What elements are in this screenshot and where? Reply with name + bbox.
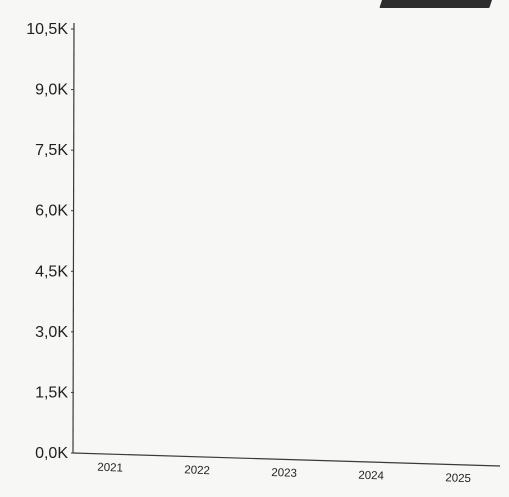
x-tick-label: 2021 <box>97 462 123 475</box>
x-tick-label: 2024 <box>358 470 385 483</box>
y-axis: 0,0K 1,5K 3,0K 4,5K 6,0K 7,5K 9,0K 10,5K <box>26 21 75 462</box>
y-tick-label: 10,5K <box>26 21 68 38</box>
y-tick-label: 3,0K <box>35 324 68 341</box>
x-tick-label: 2023 <box>271 467 297 480</box>
x-tick-label: 2025 <box>445 472 471 485</box>
y-axis-line <box>72 22 75 454</box>
x-axis-line <box>72 452 501 467</box>
x-tick-label: 2022 <box>184 464 210 477</box>
x-axis: 2021 2022 2023 2024 2025 <box>72 452 501 485</box>
y-tick-label: 6,0K <box>35 203 68 220</box>
y-tick-label: 7,5K <box>35 142 68 159</box>
y-tick-label: 0,0K <box>35 445 68 462</box>
y-tick-label: 4,5K <box>35 263 68 280</box>
y-tick-label: 1,5K <box>35 384 68 401</box>
y-tick-label: 9,0K <box>35 82 68 99</box>
